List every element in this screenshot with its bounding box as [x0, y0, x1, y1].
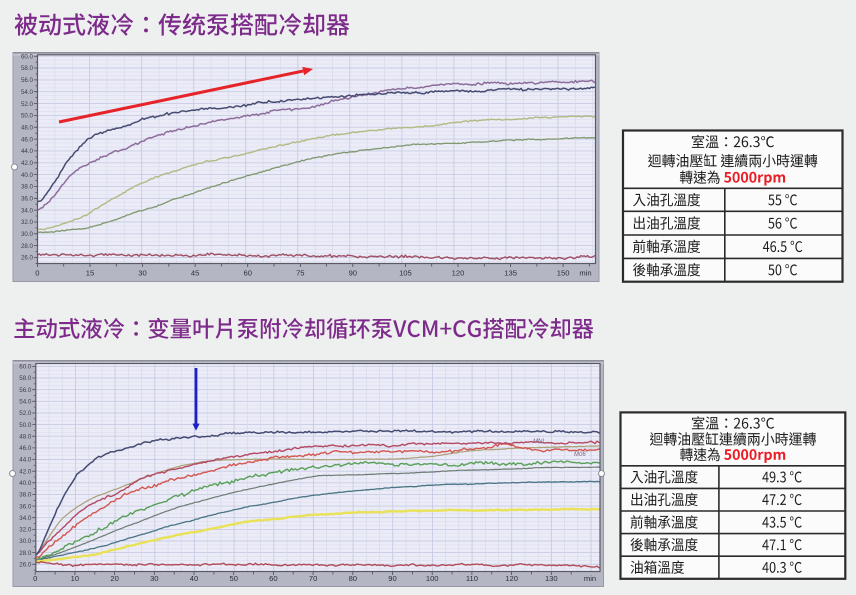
svg-text:135: 135: [504, 268, 517, 277]
svg-text:45: 45: [191, 268, 199, 277]
svg-text:120: 120: [452, 268, 465, 277]
svg-text:42.0: 42.0: [21, 160, 34, 167]
svg-text:54.0: 54.0: [19, 399, 32, 406]
svg-text:26.0: 26.0: [19, 562, 32, 569]
svg-text:58.0: 58.0: [19, 375, 32, 382]
svg-text:44.0: 44.0: [21, 148, 34, 155]
svg-text:50.0: 50.0: [21, 113, 34, 120]
svg-text:56.0: 56.0: [21, 77, 34, 84]
svg-text:58.0: 58.0: [21, 65, 34, 72]
svg-text:60: 60: [269, 574, 277, 583]
svg-text:54.0: 54.0: [21, 89, 34, 96]
svg-text:min: min: [579, 268, 591, 277]
svg-text:30: 30: [138, 268, 146, 277]
svg-text:0: 0: [35, 268, 39, 277]
svg-text:90: 90: [349, 268, 357, 277]
svg-text:110: 110: [466, 574, 478, 583]
svg-text:MNL: MNL: [533, 439, 546, 445]
svg-text:40.0: 40.0: [19, 480, 32, 487]
svg-text:52.0: 52.0: [21, 101, 34, 108]
svg-text:38.0: 38.0: [19, 492, 32, 499]
svg-text:70: 70: [309, 574, 317, 583]
svg-text:50.0: 50.0: [19, 422, 32, 429]
svg-text:20: 20: [110, 574, 118, 583]
svg-text:38.0: 38.0: [21, 184, 34, 191]
svg-text:34.0: 34.0: [21, 207, 34, 214]
svg-text:30.0: 30.0: [19, 538, 32, 545]
svg-text:40: 40: [190, 574, 198, 583]
svg-text:90: 90: [388, 574, 396, 583]
svg-text:30: 30: [150, 574, 158, 583]
svg-text:100: 100: [426, 574, 439, 583]
svg-text:42.0: 42.0: [19, 468, 32, 475]
svg-text:26.0: 26.0: [21, 255, 34, 262]
svg-text:48.0: 48.0: [21, 124, 34, 131]
svg-text:0: 0: [33, 574, 37, 583]
svg-text:15: 15: [86, 268, 94, 277]
svg-text:60: 60: [243, 268, 251, 277]
svg-text:80: 80: [349, 574, 357, 583]
svg-text:50: 50: [229, 574, 237, 583]
svg-text:150: 150: [557, 268, 570, 277]
svg-text:46.0: 46.0: [21, 136, 34, 143]
svg-text:48.0: 48.0: [19, 433, 32, 440]
svg-text:min: min: [584, 574, 596, 583]
svg-text:75: 75: [296, 268, 304, 277]
svg-text:36.0: 36.0: [19, 503, 32, 510]
svg-text:56.0: 56.0: [19, 387, 32, 394]
svg-text:36.0: 36.0: [21, 196, 34, 203]
svg-text:44.0: 44.0: [19, 457, 32, 464]
svg-text:105: 105: [399, 268, 412, 277]
svg-text:32.0: 32.0: [21, 219, 34, 226]
svg-text:34.0: 34.0: [19, 515, 32, 522]
svg-text:M06: M06: [574, 452, 586, 458]
svg-text:60.0: 60.0: [21, 53, 34, 60]
svg-text:120: 120: [505, 574, 518, 583]
svg-text:32.0: 32.0: [19, 527, 32, 534]
svg-text:28.0: 28.0: [21, 243, 34, 250]
svg-text:52.0: 52.0: [19, 410, 32, 417]
svg-text:30.0: 30.0: [21, 231, 34, 238]
svg-text:10: 10: [71, 574, 79, 583]
svg-text:46.0: 46.0: [19, 445, 32, 452]
svg-text:28.0: 28.0: [19, 550, 32, 557]
svg-text:130: 130: [545, 574, 558, 583]
svg-text:40.0: 40.0: [21, 172, 34, 179]
svg-text:60.0: 60.0: [19, 364, 32, 371]
